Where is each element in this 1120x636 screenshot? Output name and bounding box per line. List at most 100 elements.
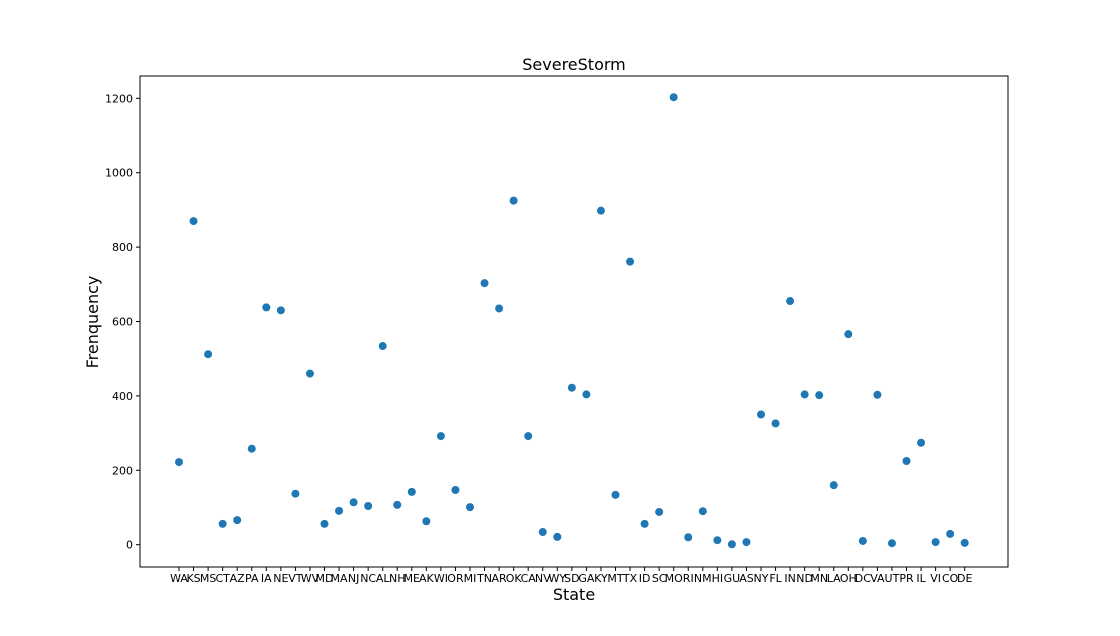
data-point bbox=[495, 304, 504, 313]
data-point bbox=[247, 444, 256, 453]
data-point bbox=[320, 519, 329, 528]
data-point bbox=[335, 506, 344, 515]
data-point bbox=[233, 516, 242, 525]
x-tick-label: MO bbox=[665, 572, 683, 585]
x-tick-label: NM bbox=[694, 572, 712, 585]
chart-title: SevereStorm bbox=[522, 55, 625, 74]
x-tick-label: IN bbox=[784, 572, 795, 585]
data-point bbox=[276, 306, 285, 315]
x-tick-label: IL bbox=[916, 572, 926, 585]
data-point bbox=[553, 532, 562, 541]
x-tick-label: AL bbox=[376, 572, 391, 585]
x-tick-label: ME bbox=[404, 572, 420, 585]
data-point bbox=[742, 538, 751, 547]
data-point bbox=[538, 528, 547, 537]
y-tick-label: 400 bbox=[112, 390, 133, 403]
y-tick-label: 0 bbox=[126, 539, 133, 552]
data-point bbox=[175, 458, 183, 467]
x-tick-label: NV bbox=[535, 572, 551, 585]
x-tick-label: KY bbox=[594, 572, 608, 585]
x-tick-label: KS bbox=[186, 572, 200, 585]
x-tick-label: VI bbox=[930, 572, 941, 585]
data-point bbox=[655, 507, 664, 516]
x-tick-label: RI bbox=[683, 572, 694, 585]
data-point bbox=[887, 539, 896, 548]
y-tick-label: 1000 bbox=[105, 167, 133, 180]
data-point bbox=[698, 507, 707, 516]
x-tick-label: CT bbox=[215, 572, 230, 585]
data-point bbox=[567, 383, 576, 392]
x-tick-label: TN bbox=[476, 572, 492, 585]
x-tick-label: CA bbox=[521, 572, 537, 585]
x-tick-label: AK bbox=[419, 572, 435, 585]
x-tick-label: CO bbox=[942, 572, 959, 585]
x-tick-label: GA bbox=[578, 572, 595, 585]
x-tick-label: ID bbox=[639, 572, 651, 585]
x-tick-label: MN bbox=[810, 572, 828, 585]
data-point bbox=[407, 487, 416, 496]
x-tick-label: FL bbox=[769, 572, 782, 585]
x-tick-label: NH bbox=[389, 572, 406, 585]
data-point bbox=[262, 303, 271, 312]
data-point bbox=[393, 500, 402, 509]
data-point bbox=[451, 486, 460, 495]
x-tick-label: AS bbox=[739, 572, 754, 585]
data-point bbox=[902, 456, 911, 465]
x-tick-label: TX bbox=[622, 572, 638, 585]
plot-area-frame bbox=[139, 75, 1009, 568]
x-tick-label: VT bbox=[288, 572, 303, 585]
data-point bbox=[611, 490, 620, 499]
data-point bbox=[786, 297, 795, 306]
data-point bbox=[931, 538, 940, 547]
data-point bbox=[829, 481, 838, 490]
data-point bbox=[480, 279, 489, 288]
x-tick-label: NC bbox=[360, 572, 376, 585]
data-point bbox=[946, 529, 955, 538]
data-point bbox=[349, 498, 358, 507]
x-tick-label: MD bbox=[316, 572, 334, 585]
x-tick-label: IA bbox=[261, 572, 272, 585]
x-tick-label: OK bbox=[506, 572, 523, 585]
x-tick-label: PA bbox=[245, 572, 259, 585]
x-tick-label: ND bbox=[796, 572, 813, 585]
data-point bbox=[364, 501, 373, 510]
data-point bbox=[291, 489, 300, 498]
data-point bbox=[596, 206, 605, 215]
x-tick-label: OR bbox=[447, 572, 464, 585]
x-tick-label: DE bbox=[957, 572, 972, 585]
x-tick-label: MT bbox=[607, 572, 623, 585]
x-tick-label: AZ bbox=[230, 572, 246, 585]
x-tick-label: NY bbox=[754, 572, 769, 585]
x-tick-label: LA bbox=[827, 572, 841, 585]
data-point bbox=[917, 438, 926, 447]
x-tick-label: OH bbox=[840, 572, 857, 585]
data-point bbox=[844, 330, 853, 339]
data-point bbox=[524, 432, 533, 441]
data-point bbox=[189, 217, 198, 226]
x-tick-label: WI bbox=[434, 572, 448, 585]
data-point bbox=[815, 391, 824, 400]
data-point bbox=[509, 196, 518, 205]
data-point bbox=[713, 536, 722, 545]
data-point bbox=[684, 533, 693, 542]
x-tick-label: HI bbox=[712, 572, 724, 585]
data-point bbox=[422, 517, 431, 526]
data-point bbox=[378, 342, 387, 351]
data-point bbox=[218, 519, 227, 528]
data-point bbox=[771, 419, 780, 428]
data-point bbox=[466, 503, 474, 512]
x-tick-label: SD bbox=[564, 572, 579, 585]
x-tick-label: SC bbox=[652, 572, 667, 585]
data-point bbox=[204, 350, 213, 359]
data-point bbox=[757, 410, 765, 419]
x-tick-label: WY bbox=[548, 572, 566, 585]
x-tick-label: VA bbox=[870, 572, 885, 585]
data-point bbox=[858, 536, 867, 545]
data-point bbox=[582, 390, 591, 399]
x-tick-label: NJ bbox=[348, 572, 359, 585]
x-tick-label: NE bbox=[273, 572, 288, 585]
x-tick-label: WA bbox=[170, 572, 188, 585]
y-axis: 0 200 400 600 800 1000 1200 bbox=[105, 92, 140, 552]
